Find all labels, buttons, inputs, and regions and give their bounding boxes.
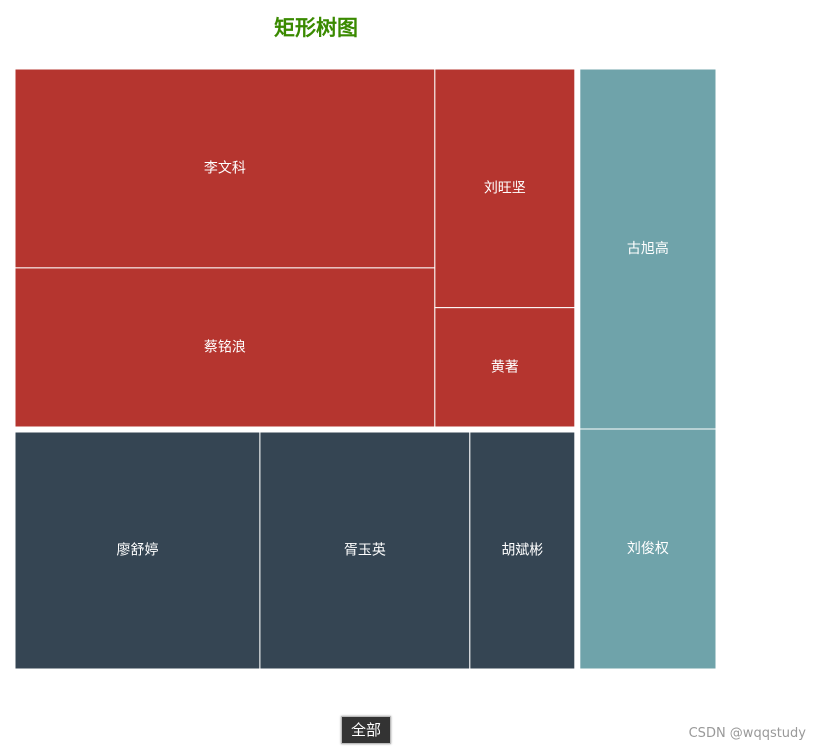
cell-label: 黄著 (491, 358, 519, 375)
watermark: CSDN @wqqstudy (688, 726, 806, 741)
cell-label: 李文科 (204, 160, 246, 176)
treemap-cell (434, 307, 576, 428)
cell-label: 胥玉英 (344, 542, 386, 559)
treemap-cell (434, 68, 576, 309)
treemap-cell (14, 267, 436, 428)
treemap-cell (14, 431, 261, 670)
cell-label: 胡斌彬 (501, 543, 543, 559)
treemap-cell (579, 428, 717, 670)
treemap-cell (469, 431, 576, 670)
cell-label: 蔡铭浪 (204, 339, 246, 355)
cell-label: 刘俊权 (627, 541, 669, 557)
treemap-cell (579, 68, 717, 430)
chart-title: 矩形树图 (274, 16, 358, 40)
treemap-cell (259, 431, 471, 670)
breadcrumb-button[interactable]: 全部 (341, 716, 391, 744)
cell-label: 古旭高 (627, 240, 669, 257)
cell-label: 刘旺坚 (484, 180, 526, 196)
treemap-cell (14, 68, 436, 269)
cell-label: 廖舒婷 (116, 542, 158, 559)
